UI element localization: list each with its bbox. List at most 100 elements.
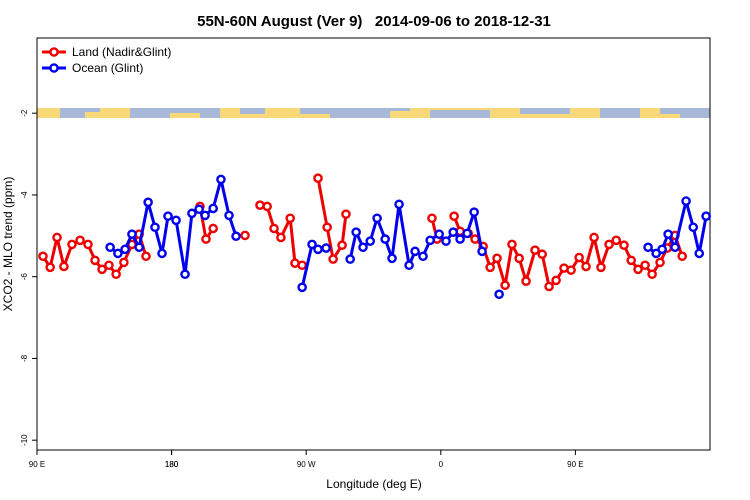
data-point bbox=[425, 235, 435, 246]
data-point bbox=[297, 282, 307, 293]
data-point bbox=[477, 246, 487, 257]
data-point bbox=[500, 280, 510, 291]
data-point bbox=[611, 235, 622, 246]
legend-label: Ocean (Glint) bbox=[72, 61, 143, 75]
data-point bbox=[83, 239, 93, 250]
data-point bbox=[365, 236, 376, 246]
y-axis-label: XCO2 - MLO trend (ppm) bbox=[1, 177, 15, 312]
data-point bbox=[521, 276, 531, 286]
data-point bbox=[67, 239, 77, 250]
data-point bbox=[307, 239, 317, 250]
legend-label: Land (Nadir&Glint) bbox=[72, 45, 171, 59]
data-point bbox=[134, 242, 144, 253]
data-point bbox=[604, 239, 614, 250]
y-tick-label: -8 bbox=[20, 354, 29, 362]
data-point bbox=[322, 222, 332, 233]
data-point bbox=[52, 232, 62, 243]
data-point bbox=[313, 173, 323, 183]
data-point bbox=[449, 211, 459, 222]
legend-marker bbox=[49, 63, 59, 73]
data-point bbox=[663, 229, 673, 239]
y-tick-label: -10 bbox=[20, 434, 29, 446]
data-point bbox=[380, 234, 390, 244]
data-point bbox=[255, 200, 265, 210]
data-point bbox=[111, 269, 121, 280]
data-point bbox=[462, 228, 472, 239]
x-tick-label: 180 bbox=[165, 460, 179, 469]
data-point bbox=[514, 253, 524, 264]
data-point bbox=[694, 248, 705, 259]
data-point bbox=[530, 245, 540, 255]
x-tick-label: 90 E bbox=[29, 460, 45, 469]
data-point bbox=[143, 197, 153, 208]
data-point bbox=[321, 243, 331, 253]
data-point bbox=[341, 209, 351, 219]
y-tick-label: -4 bbox=[20, 191, 29, 199]
data-point bbox=[45, 262, 55, 273]
x-tick-label: 180 bbox=[165, 460, 179, 469]
data-point bbox=[171, 215, 181, 226]
data-point bbox=[216, 174, 226, 185]
data-point bbox=[200, 210, 210, 221]
data-point bbox=[372, 213, 382, 224]
data-point bbox=[418, 251, 428, 262]
data-point bbox=[141, 251, 151, 262]
data-point bbox=[104, 260, 114, 271]
data-point bbox=[345, 254, 355, 264]
data-point bbox=[201, 234, 211, 244]
data-point bbox=[105, 242, 115, 253]
data-point bbox=[328, 254, 338, 264]
data-point bbox=[448, 227, 459, 237]
data-point bbox=[150, 222, 160, 233]
data-point bbox=[494, 289, 504, 300]
y-tick-label: -6 bbox=[20, 273, 29, 281]
data-point bbox=[208, 223, 218, 234]
data-point bbox=[640, 260, 650, 271]
data-point bbox=[566, 265, 576, 275]
data-point bbox=[441, 236, 451, 246]
data-point bbox=[670, 242, 680, 253]
data-point bbox=[596, 262, 606, 273]
data-point bbox=[180, 269, 190, 280]
data-point bbox=[194, 204, 204, 215]
data-point bbox=[262, 201, 272, 212]
data-point bbox=[75, 235, 85, 246]
data-point bbox=[90, 255, 100, 266]
data-point bbox=[38, 251, 48, 262]
data-point bbox=[655, 257, 665, 268]
data-point bbox=[688, 222, 699, 233]
data-point bbox=[187, 208, 197, 219]
data-point bbox=[276, 232, 286, 243]
data-point bbox=[163, 211, 173, 222]
data-point bbox=[589, 232, 599, 243]
data-point bbox=[677, 251, 687, 262]
data-point bbox=[358, 242, 368, 253]
data-point bbox=[619, 240, 629, 251]
data-point bbox=[537, 249, 547, 260]
data-point bbox=[469, 207, 479, 217]
data-point bbox=[507, 239, 517, 250]
data-point bbox=[643, 242, 653, 253]
data-point bbox=[404, 260, 414, 271]
data-point bbox=[574, 252, 584, 263]
chart-title: 55N-60N August (Ver 9) 2014-09-06 to 201… bbox=[197, 13, 551, 30]
data-point bbox=[231, 231, 241, 242]
map-strip bbox=[37, 108, 710, 118]
data-point bbox=[394, 199, 404, 210]
data-point bbox=[297, 260, 307, 271]
data-point bbox=[657, 244, 667, 255]
data-point bbox=[581, 261, 591, 272]
data-point bbox=[208, 203, 218, 214]
data-point bbox=[337, 240, 347, 251]
x-tick-label: 0 bbox=[439, 460, 444, 469]
data-point bbox=[113, 248, 123, 259]
data-point bbox=[285, 213, 295, 224]
data-point bbox=[224, 210, 234, 221]
y-tick-label: -2 bbox=[20, 109, 29, 117]
data-point bbox=[434, 229, 444, 239]
data-point bbox=[59, 261, 69, 272]
data-point bbox=[626, 255, 636, 266]
data-point bbox=[455, 234, 465, 244]
